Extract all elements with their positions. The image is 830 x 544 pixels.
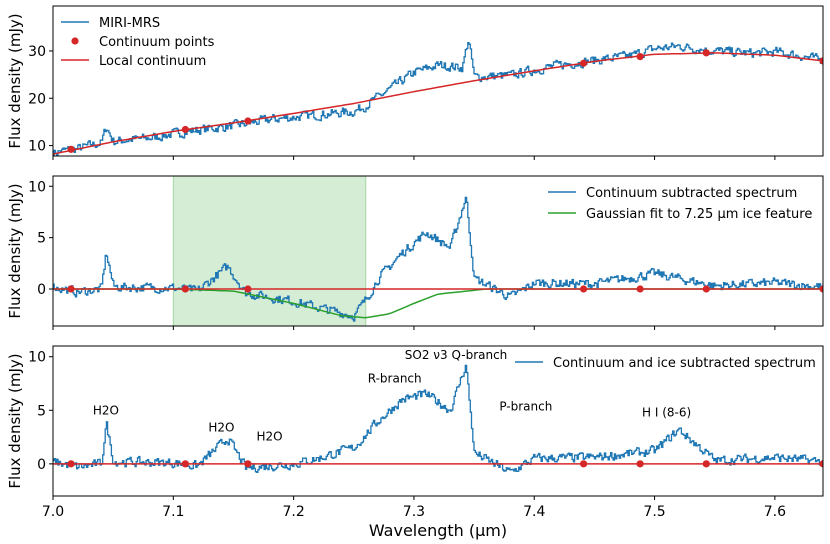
legend-marker <box>71 37 79 45</box>
axes-frame <box>52 345 824 497</box>
y-tick-label: 0 <box>37 457 46 473</box>
continuum-point <box>181 460 189 468</box>
legend: Continuum subtracted spectrum Gaussian fi… <box>548 186 812 222</box>
annotation-label: H I (8-6) <box>642 406 691 420</box>
continuum-point <box>181 285 189 293</box>
series-line-continuum-and-ice-subtracted-spectrum <box>53 364 823 474</box>
annotation-label: P-branch <box>499 399 552 413</box>
continuum-point <box>67 460 75 468</box>
continuum-point <box>244 285 252 293</box>
annotation-label: R-branch <box>368 371 422 385</box>
x-tick-label: 7.3 <box>403 504 425 520</box>
y-tick-label: 5 <box>37 231 46 247</box>
legend-entry: Continuum subtracted spectrum <box>586 186 797 201</box>
y-tick-label: 0 <box>37 282 46 298</box>
x-tick-label: 7.5 <box>643 504 665 520</box>
x-tick-label: 7.0 <box>42 504 64 520</box>
legend-entry: Continuum points <box>99 35 215 50</box>
x-tick-label: 7.6 <box>764 504 786 520</box>
y-axis-label: Flux density (mJy) <box>6 353 24 488</box>
axes-frame <box>52 5 824 157</box>
legend: Continuum and ice subtracted spectrum <box>515 356 816 371</box>
legend-entry: Continuum and ice subtracted spectrum <box>553 356 816 371</box>
continuum-point <box>636 285 644 293</box>
x-axis-label: Wavelength (µm) <box>369 521 507 540</box>
plot-area <box>53 176 823 326</box>
series-line-gaussian-fit-to-7-25-m-ice-feature <box>53 288 823 319</box>
shaded-fit-region <box>172 176 367 326</box>
plot-area <box>53 364 823 474</box>
y-tick-label: 30 <box>28 44 46 60</box>
continuum-point <box>67 285 75 293</box>
y-tick-label: 10 <box>28 139 46 155</box>
legend: MIRI-MRS Continuum points Local continuum <box>61 16 215 69</box>
continuum-point <box>819 285 823 293</box>
series-line-local-continuum <box>53 52 823 155</box>
y-tick-label: 5 <box>37 403 46 419</box>
panel-bottom: 0 5 10 7.0 7.1 7.2 7.3 7.4 7.5 7.6 Flux density (m… <box>6 345 824 540</box>
continuum-point <box>636 460 644 468</box>
x-tick-label: 7.2 <box>282 504 304 520</box>
continuum-point <box>702 460 710 468</box>
legend-entry: Gaussian fit to 7.25 µm ice feature <box>586 207 812 222</box>
legend-entry: MIRI-MRS <box>99 16 160 31</box>
y-tick-label: 20 <box>28 91 46 107</box>
continuum-point <box>244 460 252 468</box>
x-tick-label: 7.1 <box>162 504 184 520</box>
continuum-point <box>579 460 588 468</box>
annotation-label: SO2 ν3 Q-branch <box>405 348 508 362</box>
annotation-label: H2O <box>257 429 283 443</box>
y-tick-label: 10 <box>28 179 46 195</box>
y-axis-label: Flux density (mJy) <box>6 13 24 148</box>
continuum-point <box>702 285 710 293</box>
plot-area <box>53 41 823 156</box>
continuum-point <box>579 285 588 293</box>
y-tick-label: 10 <box>28 350 46 366</box>
y-axis-label: Flux density (mJy) <box>6 183 24 318</box>
x-tick-label: 7.4 <box>523 504 545 520</box>
annotation-label: H2O <box>93 404 119 418</box>
annotation-label: H2O <box>208 421 234 435</box>
legend-entry: Local continuum <box>99 54 206 69</box>
axes-frame <box>52 175 824 327</box>
continuum-point <box>819 460 823 468</box>
